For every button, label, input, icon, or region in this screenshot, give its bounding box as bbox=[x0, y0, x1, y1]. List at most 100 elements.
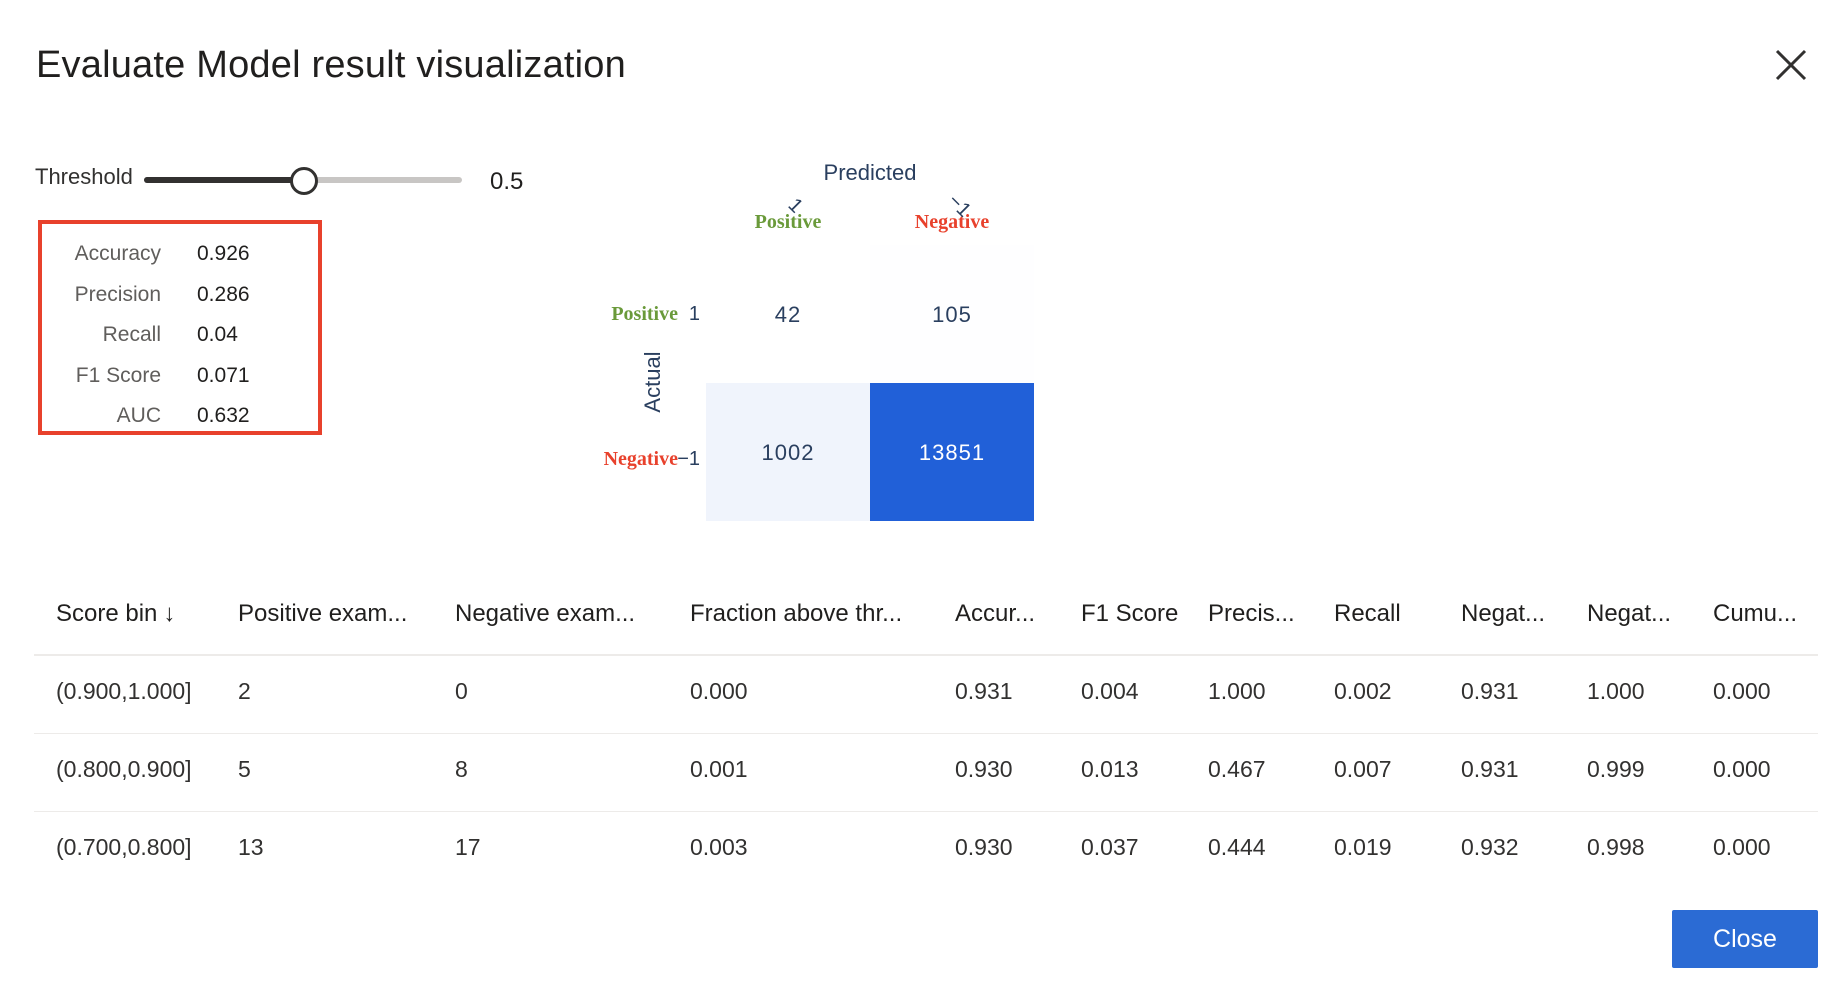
table-body: (0.900,1.000] 2 0 0.000 0.931 0.004 1.000 0.002… bbox=[34, 656, 1818, 889]
table-cell: 1.000 bbox=[1208, 678, 1266, 704]
metric-row: Precision 0.286 bbox=[42, 283, 318, 313]
column-header-label: Positive exam... bbox=[238, 600, 408, 627]
metric-name: Recall bbox=[102, 323, 161, 346]
table-cell: 0.002 bbox=[1334, 678, 1392, 704]
column-label: Negative bbox=[915, 211, 990, 233]
table-row[interactable]: (0.900,1.000] 2 0 0.000 0.931 0.004 1.000 0.002… bbox=[34, 656, 1818, 734]
table-cell: 0.932 bbox=[1461, 834, 1519, 860]
metric-name: Precision bbox=[74, 282, 161, 306]
column-header-label: Precis... bbox=[1208, 600, 1295, 627]
table-cell: 0.998 bbox=[1587, 834, 1645, 860]
column-header[interactable]: Negat... bbox=[1587, 600, 1671, 628]
table-cell: 0.019 bbox=[1334, 834, 1392, 860]
metric-name: Accuracy bbox=[74, 242, 161, 265]
column-header-label: Accur... bbox=[955, 600, 1036, 627]
threshold-label: Threshold bbox=[35, 164, 133, 189]
matrix-cell bbox=[870, 245, 1034, 383]
column-header-label: Fraction above thr... bbox=[690, 600, 903, 627]
column-header[interactable]: Precis... bbox=[1208, 600, 1295, 628]
table-row[interactable]: (0.800,0.900] 5 8 0.001 0.930 0.013 0.467 0.007… bbox=[34, 734, 1818, 812]
slider-thumb[interactable] bbox=[290, 167, 318, 195]
table-cell: 0.999 bbox=[1587, 756, 1645, 782]
table-cell: 0.444 bbox=[1208, 834, 1266, 860]
confusion-matrix-chart: Predicted 42 105 1002 13851 Positive 1 Negative… bbox=[604, 160, 1034, 521]
score-bin-table: Score bin ↓ Positive exam... Negative exam.… bbox=[34, 590, 1818, 889]
column-label: Positive bbox=[755, 211, 822, 233]
table-cell: 0.930 bbox=[955, 834, 1013, 860]
table-cell: 0.004 bbox=[1081, 678, 1139, 704]
close-button[interactable]: Close bbox=[1672, 910, 1818, 968]
column-header-label: Cumu... bbox=[1713, 600, 1798, 627]
table-cell: 0 bbox=[455, 678, 468, 704]
column-header-label: Recall bbox=[1334, 600, 1401, 627]
threshold-slider[interactable] bbox=[144, 167, 462, 195]
metric-row: AUC 0.632 bbox=[42, 404, 318, 434]
column-header-label: Negative exam... bbox=[455, 600, 636, 627]
metric-value: 0.926 bbox=[197, 242, 250, 265]
column-header[interactable]: Fraction above thr... bbox=[690, 600, 902, 628]
table-cell: 13 bbox=[238, 834, 264, 860]
sort-down-icon[interactable]: ↓ bbox=[163, 600, 176, 627]
metric-value: 0.071 bbox=[197, 363, 250, 387]
matrix-cell bbox=[706, 245, 870, 383]
table-cell: 0.931 bbox=[1461, 678, 1519, 704]
row-tick-label: −1 bbox=[677, 448, 700, 470]
table-cell: 0.931 bbox=[955, 678, 1013, 704]
column-header[interactable]: Negat... bbox=[1461, 600, 1545, 628]
row-label: Positive bbox=[611, 303, 678, 325]
metric-name: AUC bbox=[116, 404, 161, 427]
table-cell: 0.001 bbox=[690, 756, 748, 782]
column-header-label: F1 Score bbox=[1081, 600, 1179, 627]
table-cell: 0.000 bbox=[1713, 834, 1771, 860]
table-cell: 17 bbox=[455, 834, 481, 860]
column-header[interactable]: Recall bbox=[1334, 600, 1401, 628]
table-cell: 0.013 bbox=[1081, 756, 1139, 782]
column-header[interactable]: Negative exam... bbox=[455, 600, 635, 628]
table-cell: 0.000 bbox=[1713, 756, 1771, 782]
metric-value: 0.04 bbox=[197, 323, 238, 346]
table-cell: 5 bbox=[238, 756, 251, 782]
table-cell: 0.007 bbox=[1334, 756, 1392, 782]
metric-row: Accuracy 0.926 bbox=[42, 242, 318, 272]
column-header-label: Negat... bbox=[1587, 600, 1672, 627]
column-header-label: Negat... bbox=[1461, 600, 1546, 627]
cell-value-label: 1002 bbox=[762, 440, 815, 465]
table-row[interactable]: (0.700,0.800] 13 17 0.003 0.930 0.037 0.444 0.0… bbox=[34, 812, 1818, 889]
close-icon[interactable] bbox=[1774, 48, 1808, 82]
column-header[interactable]: Positive exam... bbox=[238, 600, 407, 628]
column-header[interactable]: F1 Score bbox=[1081, 600, 1178, 628]
cell-value-label: 13851 bbox=[919, 440, 985, 465]
table-cell: 0.931 bbox=[1461, 756, 1519, 782]
table-cell: (0.900,1.000] bbox=[56, 678, 192, 704]
table-cell: 0.930 bbox=[955, 756, 1013, 782]
table-cell: 0.003 bbox=[690, 834, 748, 860]
column-header[interactable]: Score bin ↓ bbox=[56, 600, 175, 628]
matrix-cell bbox=[870, 383, 1034, 521]
threshold-value: 0.5 bbox=[490, 168, 524, 195]
cell-value-label: 42 bbox=[775, 302, 801, 327]
metric-row: Recall 0.04 bbox=[42, 323, 318, 353]
table-cell: 0.000 bbox=[690, 678, 748, 704]
column-header[interactable]: Accur... bbox=[955, 600, 1035, 628]
table-cell: 1.000 bbox=[1587, 678, 1645, 704]
column-header[interactable]: Cumu... bbox=[1713, 600, 1797, 628]
table-cell: 0.467 bbox=[1208, 756, 1266, 782]
table-cell: 0.037 bbox=[1081, 834, 1139, 860]
metric-row: F1 Score 0.071 bbox=[42, 364, 318, 394]
table-cell: (0.800,0.900] bbox=[56, 756, 192, 782]
metric-value: 0.632 bbox=[197, 404, 250, 427]
table-header: Score bin ↓ Positive exam... Negative exam.… bbox=[34, 590, 1818, 656]
slider-fill bbox=[144, 177, 303, 183]
chart-title: Predicted bbox=[824, 160, 917, 185]
table-cell: 2 bbox=[238, 678, 251, 704]
metric-name: F1 Score bbox=[75, 363, 161, 387]
metrics-panel: Accuracy 0.926 Precision 0.286 Recall 0.04 F1 … bbox=[38, 220, 322, 435]
dialog-title: Evaluate Model result visualization bbox=[36, 44, 626, 86]
column-header-label: Score bin bbox=[56, 600, 158, 627]
row-label: Negative bbox=[604, 448, 679, 470]
row-tick-label: 1 bbox=[689, 303, 700, 325]
metric-value: 0.286 bbox=[197, 282, 250, 306]
table-cell: (0.700,0.800] bbox=[56, 834, 192, 860]
table-cell: 0.000 bbox=[1713, 678, 1771, 704]
cell-value-label: 105 bbox=[932, 302, 972, 327]
